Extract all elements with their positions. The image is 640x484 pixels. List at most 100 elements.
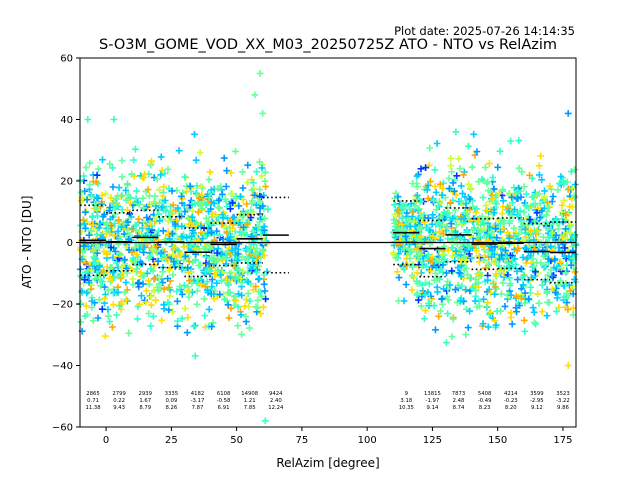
- bin-std-label: 9.14: [427, 405, 439, 411]
- data-point: [523, 254, 531, 262]
- data-point: [150, 275, 158, 283]
- data-point: [507, 314, 515, 321]
- data-point: [239, 184, 247, 192]
- data-point: [91, 220, 98, 228]
- data-point: [416, 225, 424, 233]
- bin-std-label: 8.26: [165, 405, 177, 411]
- data-point: [433, 218, 441, 225]
- data-point: [462, 286, 470, 294]
- data-point: [502, 253, 510, 261]
- bin-mean-label: -3.17: [191, 398, 205, 404]
- data-point: [447, 199, 454, 207]
- data-point: [521, 244, 529, 252]
- x-tick-label: 25: [165, 435, 178, 446]
- data-point: [87, 227, 95, 235]
- data-point: [113, 203, 120, 211]
- data-point: [199, 235, 206, 242]
- data-point: [547, 226, 555, 233]
- data-point: [483, 180, 491, 187]
- data-point: [150, 262, 158, 269]
- data-point: [246, 324, 253, 332]
- data-point: [482, 202, 490, 209]
- data-point: [571, 181, 579, 188]
- data-point: [391, 211, 399, 218]
- data-point: [186, 183, 194, 190]
- data-point: [539, 246, 547, 254]
- data-point: [188, 233, 196, 241]
- data-point: [236, 219, 244, 227]
- data-point: [527, 227, 535, 235]
- data-point: [408, 213, 416, 220]
- data-point: [150, 312, 157, 320]
- data-point: [414, 183, 421, 191]
- data-point: [484, 276, 491, 284]
- bin-count-label: 7873: [452, 391, 465, 397]
- data-point: [151, 200, 159, 208]
- data-point: [168, 230, 176, 237]
- data-point: [484, 299, 491, 307]
- y-tick-label: 20: [60, 177, 73, 188]
- data-point: [235, 202, 243, 210]
- bin-mean-label: 2.48: [453, 398, 465, 404]
- data-point: [552, 216, 560, 224]
- data-point: [408, 286, 416, 294]
- data-point: [252, 303, 260, 311]
- data-point: [209, 319, 217, 327]
- data-point: [128, 170, 135, 178]
- data-point: [460, 171, 467, 179]
- bin-mean-label: -0.23: [504, 398, 518, 404]
- data-point: [157, 171, 165, 179]
- data-point: [445, 175, 453, 182]
- data-point: [557, 277, 564, 285]
- bin-mean-label: 0.22: [113, 398, 125, 404]
- y-tick-label: −60: [52, 423, 73, 434]
- bin-count-label: 4214: [504, 391, 518, 397]
- data-point: [411, 223, 419, 230]
- data-point: [205, 176, 213, 183]
- data-point: [86, 159, 94, 167]
- data-point: [147, 229, 155, 236]
- data-point: [484, 323, 492, 331]
- bin-count-label: 2939: [139, 391, 152, 397]
- data-point: [468, 217, 475, 224]
- data-point: [181, 305, 189, 312]
- data-point: [192, 219, 200, 226]
- data-point: [252, 283, 260, 290]
- data-point: [462, 264, 470, 272]
- data-point: [219, 191, 226, 198]
- data-point: [398, 214, 406, 221]
- data-point: [417, 233, 425, 240]
- data-point: [179, 189, 187, 197]
- data-point: [176, 251, 184, 259]
- data-point: [500, 220, 508, 227]
- data-point: [202, 283, 209, 290]
- data-point: [500, 270, 508, 278]
- data-point: [548, 198, 556, 205]
- bin-count-label: 9424: [269, 391, 283, 397]
- data-point: [410, 218, 418, 225]
- data-point: [571, 276, 578, 283]
- data-point: [92, 178, 100, 186]
- data-point: [423, 186, 431, 194]
- data-point: [531, 319, 538, 326]
- data-point: [166, 235, 174, 243]
- data-point: [538, 281, 546, 289]
- data-point: [245, 239, 253, 247]
- data-point: [110, 232, 118, 239]
- data-point: [491, 317, 498, 324]
- data-point: [475, 258, 483, 266]
- data-point: [537, 152, 545, 160]
- data-point: [492, 270, 500, 278]
- data-point: [156, 217, 164, 225]
- data-point: [124, 180, 131, 188]
- data-point: [471, 151, 479, 159]
- data-point: [101, 270, 109, 278]
- data-point: [93, 205, 100, 212]
- data-point: [418, 302, 425, 310]
- data-point: [485, 311, 493, 318]
- data-point: [173, 288, 181, 295]
- data-point: [467, 274, 475, 282]
- data-point: [255, 275, 263, 282]
- data-point: [410, 274, 418, 281]
- data-point: [415, 296, 422, 304]
